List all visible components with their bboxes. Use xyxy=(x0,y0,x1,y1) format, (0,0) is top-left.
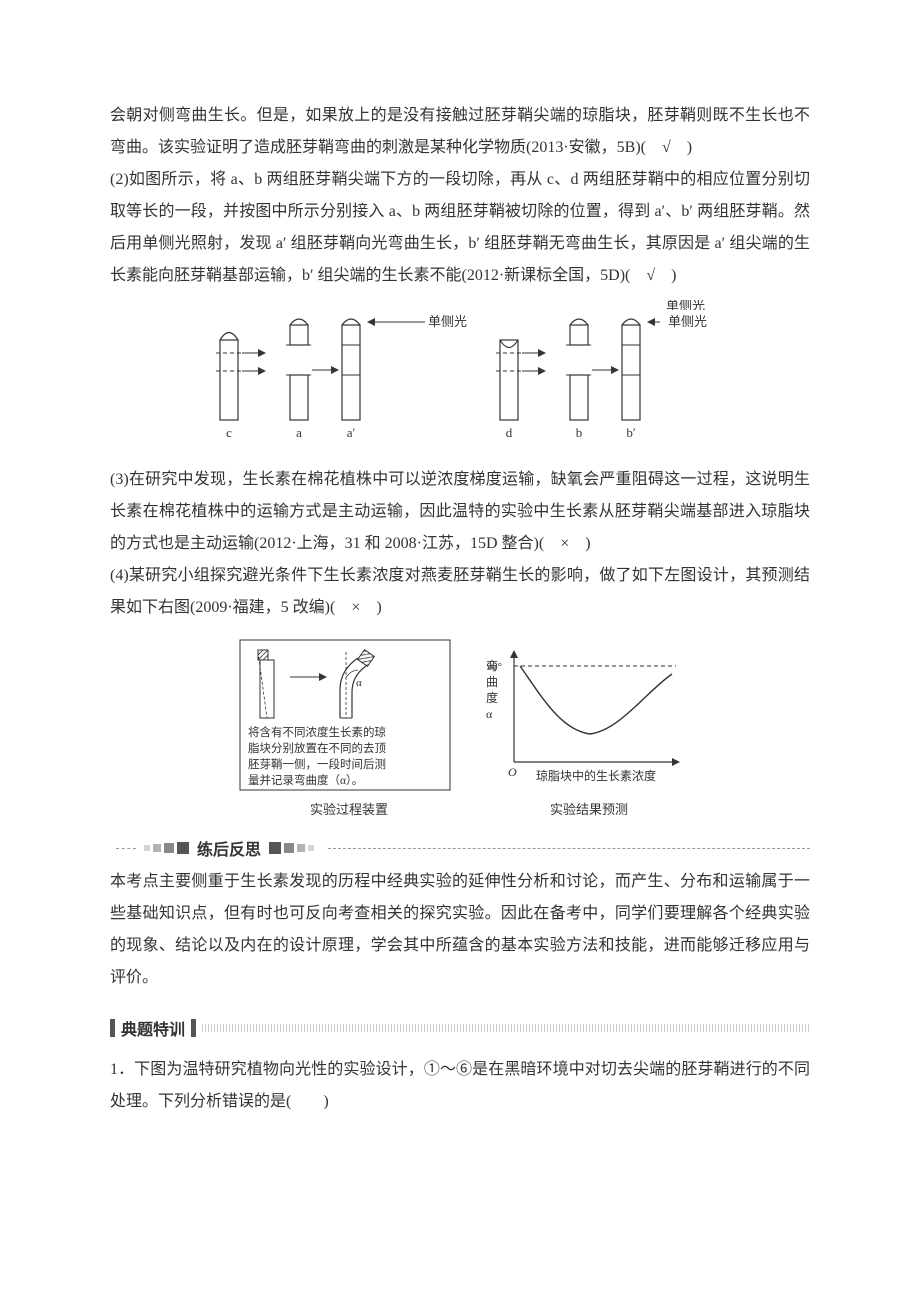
section-reflection-title: 练后反思 xyxy=(197,836,261,860)
svg-text:O: O xyxy=(508,765,517,779)
svg-text:单侧光: 单侧光 xyxy=(668,314,707,329)
vbar-icon xyxy=(110,1019,115,1037)
vbar-icon xyxy=(191,1019,196,1037)
paragraph-5: 本考点主要侧重于生长素发现的历程中经典实验的延伸性分析和讨论，而产生、分布和运输… xyxy=(110,866,810,994)
fig2-caption-left: 实验过程装置 xyxy=(310,802,388,817)
paragraph-4: (4)某研究小组探究避光条件下生长素浓度对燕麦胚芽鞘生长的影响，做了如下左图设计… xyxy=(110,560,810,624)
fig2-left-line4: 量并记录弯曲度（α）。 xyxy=(248,773,363,787)
figure-auxin-experiment: α 将含有不同浓度生长素的琼 脂块分别放置在不同的去顶 胚芽鞘一侧，一段时间后测… xyxy=(110,632,810,822)
svg-text:单侧光: 单侧光 xyxy=(428,314,467,329)
fig2-caption-right: 实验结果预测 xyxy=(550,802,628,817)
svg-text:b′: b′ xyxy=(626,425,636,440)
svg-text:a: a xyxy=(296,425,302,440)
fig2-left-line2: 脂块分别放置在不同的去顶 xyxy=(248,741,386,755)
paragraph-1: 会朝对侧弯曲生长。但是，如果放上的是没有接触过胚芽鞘尖端的琼脂块，胚芽鞘则既不生… xyxy=(110,100,810,164)
svg-text:90°: 90° xyxy=(487,661,502,673)
section-typical-divider: 典题特训 xyxy=(110,1016,810,1040)
svg-text:琼脂块中的生长素浓度: 琼脂块中的生长素浓度 xyxy=(536,768,656,783)
section-reflection-divider: 练后反思 xyxy=(110,836,810,860)
fig2-left-line1: 将含有不同浓度生长素的琼 xyxy=(248,725,386,739)
svg-text:d: d xyxy=(506,425,513,440)
paragraph-2: (2)如图所示，将 a、b 两组胚芽鞘尖端下方的一段切除，再从 c、d 两组胚芽… xyxy=(110,164,810,292)
squares-left-icon xyxy=(144,842,189,854)
svg-text:a′: a′ xyxy=(347,425,356,440)
svg-text:c: c xyxy=(226,425,232,440)
svg-text:b: b xyxy=(576,425,583,440)
stripes-icon xyxy=(202,1024,810,1032)
figure-coleoptile-splice: c a a′ 单侧光 xyxy=(110,300,810,450)
svg-text:曲: 曲 xyxy=(486,675,498,689)
squares-right-icon xyxy=(269,842,314,854)
fig2-left-line3: 胚芽鞘一侧，一段时间后测 xyxy=(248,757,386,771)
section-typical-title: 典题特训 xyxy=(121,1016,185,1040)
paragraph-3: (3)在研究中发现，生长素在棉花植株中可以逆浓度梯度运输，缺氧会严重阻碍这一过程… xyxy=(110,464,810,560)
svg-text:度: 度 xyxy=(486,690,498,705)
svg-text:α: α xyxy=(486,707,493,721)
question-1: 1．下图为温特研究植物向光性的实验设计，①～⑥是在黑暗环境中对切去尖端的胚芽鞘进… xyxy=(110,1054,810,1118)
svg-text:α: α xyxy=(356,677,362,689)
